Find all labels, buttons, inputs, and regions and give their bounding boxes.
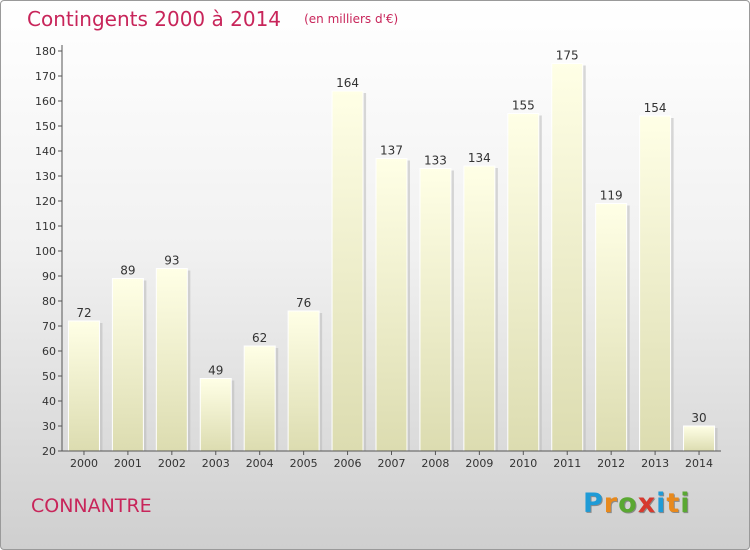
data-label: 49 (208, 364, 223, 378)
x-tick-label: 2004 (246, 457, 274, 470)
y-tick-label: 90 (42, 270, 56, 283)
x-tick-label: 2008 (421, 457, 449, 470)
logo-letter: x (637, 488, 657, 519)
y-tick-label: 80 (42, 295, 56, 308)
x-tick-label: 2007 (378, 457, 406, 470)
y-tick-label: 160 (35, 95, 56, 108)
y-tick-label: 20 (42, 445, 56, 458)
chart-title: Contingents 2000 à 2014 (27, 7, 282, 31)
x-tick-label: 2000 (70, 457, 98, 470)
bar-2000 (67, 320, 100, 452)
bar-2011 (551, 63, 584, 452)
data-label: 134 (468, 151, 491, 165)
y-tick-label: 120 (35, 195, 56, 208)
x-tick-label: 2006 (334, 457, 362, 470)
chart-subtitle: (en milliers d'€) (304, 12, 399, 26)
data-label: 62 (252, 331, 267, 345)
logo-letter: i (680, 488, 691, 519)
commune-name: CONNANTRE (31, 495, 152, 517)
bar-2005 (287, 310, 320, 452)
bar-2001 (111, 278, 144, 452)
x-tick-label: 2005 (290, 457, 318, 470)
x-tick-label: 2009 (465, 457, 493, 470)
data-label: 89 (120, 264, 135, 278)
y-tick-label: 170 (35, 70, 56, 83)
data-label: 175 (556, 49, 579, 63)
x-tick-label: 2010 (509, 457, 537, 470)
data-label: 30 (691, 411, 706, 425)
data-label: 76 (296, 296, 311, 310)
y-tick-label: 100 (35, 245, 56, 258)
data-label: 93 (164, 254, 179, 268)
bar-2012 (595, 203, 628, 452)
data-label: 154 (644, 101, 667, 115)
x-tick-label: 2003 (202, 457, 230, 470)
bars: 72 89 93 49 62 76 164 137 133 134 155 175 119 154 30 (67, 49, 718, 452)
y-tick-label: 140 (35, 145, 56, 158)
bar-2007 (375, 158, 408, 452)
proxiti-logo[interactable]: Proxiti (583, 488, 691, 519)
data-label: 164 (336, 76, 359, 90)
bar-2003 (199, 378, 232, 452)
logo-letter: o (618, 488, 638, 519)
x-tick-label: 2014 (685, 457, 713, 470)
bar-2006 (331, 90, 364, 452)
logo-letter: P (583, 488, 604, 519)
y-tick-label: 70 (42, 320, 56, 333)
y-tick-label: 40 (42, 395, 56, 408)
x-tick-label: 2011 (553, 457, 581, 470)
logo-letter: r (603, 488, 619, 519)
y-tick-label: 60 (42, 345, 56, 358)
bar-2010 (507, 113, 540, 452)
bar-2004 (243, 345, 276, 452)
bar-2009 (463, 165, 496, 452)
y-tick-label: 50 (42, 370, 56, 383)
bar-2014 (683, 425, 716, 452)
logo-letter: i (656, 488, 667, 519)
y-axis: 20 30 40 50 60 70 80 90 100 110 120 130 140 150 160 170… (35, 45, 63, 458)
data-label: 155 (512, 99, 535, 113)
data-label: 133 (424, 154, 447, 168)
x-axis: 2000 2001 2002 2003 2004 2005 2006 2007 2008 2009… (62, 450, 721, 470)
y-tick-label: 180 (35, 45, 56, 58)
x-tick-label: 2002 (158, 457, 186, 470)
data-label: 119 (600, 189, 623, 203)
y-tick-label: 150 (35, 120, 56, 133)
bar-2013 (639, 115, 672, 452)
y-tick-label: 30 (42, 420, 56, 433)
y-tick-label: 130 (35, 170, 56, 183)
data-label: 72 (76, 306, 91, 320)
bar-2002 (155, 268, 188, 452)
x-tick-label: 2012 (597, 457, 625, 470)
x-tick-label: 2013 (641, 457, 669, 470)
bar-2008 (419, 168, 452, 452)
y-tick-label: 110 (35, 220, 56, 233)
x-tick-label: 2001 (114, 457, 142, 470)
title-row: Contingents 2000 à 2014 (en milliers d'€… (27, 7, 398, 31)
logo-letter: t (666, 488, 681, 519)
data-label: 137 (380, 144, 403, 158)
